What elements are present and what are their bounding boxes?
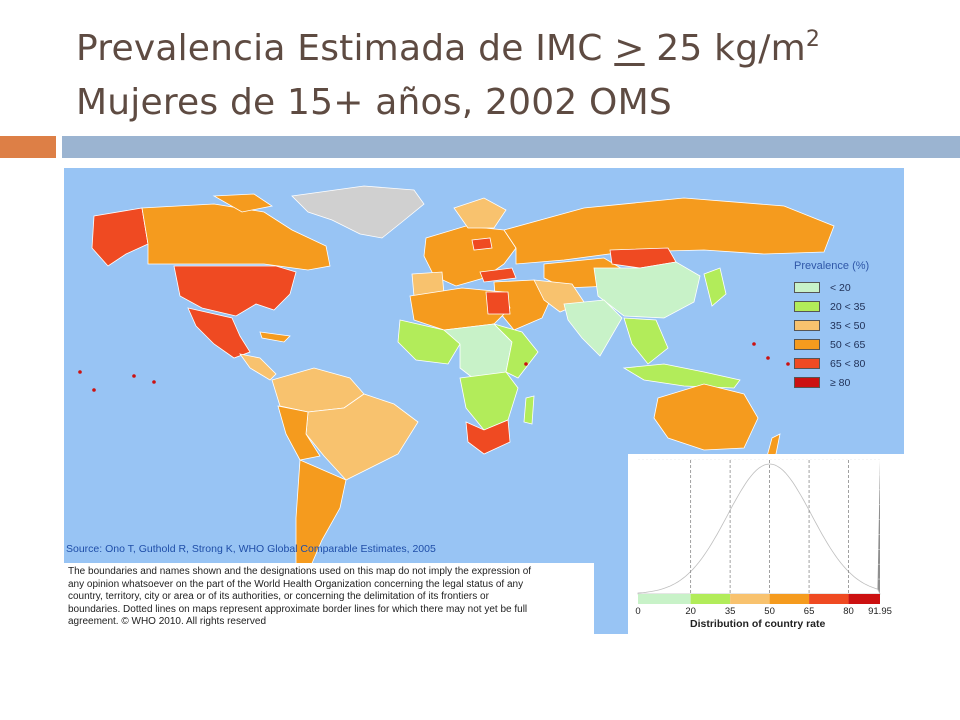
region-indonesia xyxy=(622,363,741,389)
region-usa xyxy=(173,265,297,317)
distribution-tick-label: 65 xyxy=(804,606,815,617)
distribution-bin xyxy=(848,594,880,604)
slide-title: Prevalencia Estimada de IMC > 25 kg/m2 M… xyxy=(76,22,936,130)
disclaimer-box: The boundaries and names shown and the d… xyxy=(64,563,594,634)
region-russia xyxy=(503,197,835,265)
title-line-1: Prevalencia Estimada de IMC > 25 kg/m2 xyxy=(76,27,821,69)
region-australia xyxy=(653,383,759,451)
legend-title: Prevalence (%) xyxy=(794,260,870,272)
region-north-africa xyxy=(409,287,511,331)
region-scandinavia xyxy=(453,197,507,229)
region-alaska xyxy=(91,207,149,267)
disclaimer-text: The boundaries and names shown and the d… xyxy=(68,566,590,629)
distribution-tick-label: 35 xyxy=(725,606,736,617)
distribution-bin xyxy=(730,594,770,604)
distribution-chart: 0 20 35 50 65 80 91.95 Distribution of country… xyxy=(628,454,904,634)
disclaimer-line: agreement. © WHO 2010. All rights reserv… xyxy=(68,616,267,628)
legend-swatch xyxy=(794,282,820,293)
region-central-america xyxy=(239,353,277,381)
disclaimer-line: boundaries. Dotted lines on maps represe… xyxy=(68,603,528,615)
legend-swatch xyxy=(794,339,820,350)
accent-bar-orange xyxy=(0,136,56,158)
distribution-mask-above xyxy=(638,460,880,593)
distribution-tick-label: 91.95 xyxy=(868,606,892,617)
legend-label: ≥ 80 xyxy=(830,376,851,389)
distribution-bin xyxy=(769,594,810,604)
region-southern-cone xyxy=(295,459,347,569)
region-se-asia xyxy=(623,317,669,365)
distribution-tick-label: 50 xyxy=(764,606,775,617)
region-madagascar xyxy=(523,395,535,425)
legend-item: ≥ 80 xyxy=(794,373,894,392)
region-canada-islands xyxy=(212,193,274,213)
legend-swatch xyxy=(794,377,820,388)
region-canada xyxy=(141,203,331,271)
legend-label: 20 < 35 xyxy=(830,300,866,313)
legend-item: 20 < 35 xyxy=(794,297,894,316)
map-legend: Prevalence (%) < 20 20 < 35 35 < 50 50 < 65… xyxy=(794,260,894,392)
region-turkey xyxy=(479,267,517,283)
legend-swatch xyxy=(794,320,820,331)
distribution-curve xyxy=(637,463,881,595)
disclaimer-line: country, territory, city or area or of i… xyxy=(68,591,489,603)
distribution-tick-label: 80 xyxy=(843,606,854,617)
world-map xyxy=(78,185,835,569)
world-map-figure: Prevalence (%) < 20 20 < 35 35 < 50 50 < 65… xyxy=(64,168,904,634)
region-andes xyxy=(277,405,321,461)
distribution-xlabel: Distribution of country rate xyxy=(690,618,826,630)
disclaimer-line: The boundaries and names shown and the d… xyxy=(68,566,532,577)
region-japan xyxy=(703,267,727,307)
distribution-tick-label: 0 xyxy=(635,606,640,617)
region-mexico xyxy=(187,307,251,359)
region-greenland xyxy=(291,185,425,239)
region-caribbean xyxy=(259,331,291,343)
greater-equal-symbol: > xyxy=(614,28,645,69)
legend-label: 50 < 65 xyxy=(830,338,866,351)
distribution-tick-label: 20 xyxy=(685,606,696,617)
accent-bar-blue xyxy=(62,136,960,158)
legend-swatch xyxy=(794,358,820,369)
region-egypt xyxy=(485,291,511,315)
superscript-two: 2 xyxy=(805,27,821,52)
legend-swatch xyxy=(794,301,820,312)
legend-label: 35 < 50 xyxy=(830,319,866,332)
distribution-bin xyxy=(638,594,691,604)
region-brazil xyxy=(305,393,419,481)
legend-item: 65 < 80 xyxy=(794,354,894,373)
legend-label: < 20 xyxy=(830,281,851,294)
legend-item: 35 < 50 xyxy=(794,316,894,335)
disclaimer-line: any opinion whatsoever on the part of th… xyxy=(68,578,524,590)
source-citation: Source: Ono T, Guthold R, Strong K, WHO … xyxy=(66,543,436,555)
region-southern-africa xyxy=(459,371,519,431)
legend-rows: < 20 20 < 35 35 < 50 50 < 65 65 < 80 ≥ 80 xyxy=(794,278,894,392)
distribution-chart-svg: 0 20 35 50 65 80 91.95 xyxy=(635,459,892,617)
legend-item: < 20 xyxy=(794,278,894,297)
island-markers xyxy=(78,342,790,392)
legend-item: 50 < 65 xyxy=(794,335,894,354)
region-south-africa xyxy=(465,419,511,455)
region-india xyxy=(563,299,623,357)
region-eastern-europe xyxy=(471,237,493,251)
title-line-2: Mujeres de 15+ años, 2002 OMS xyxy=(76,82,672,123)
legend-label: 65 < 80 xyxy=(830,357,866,370)
distribution-bin xyxy=(690,594,731,604)
distribution-bin xyxy=(809,594,849,604)
